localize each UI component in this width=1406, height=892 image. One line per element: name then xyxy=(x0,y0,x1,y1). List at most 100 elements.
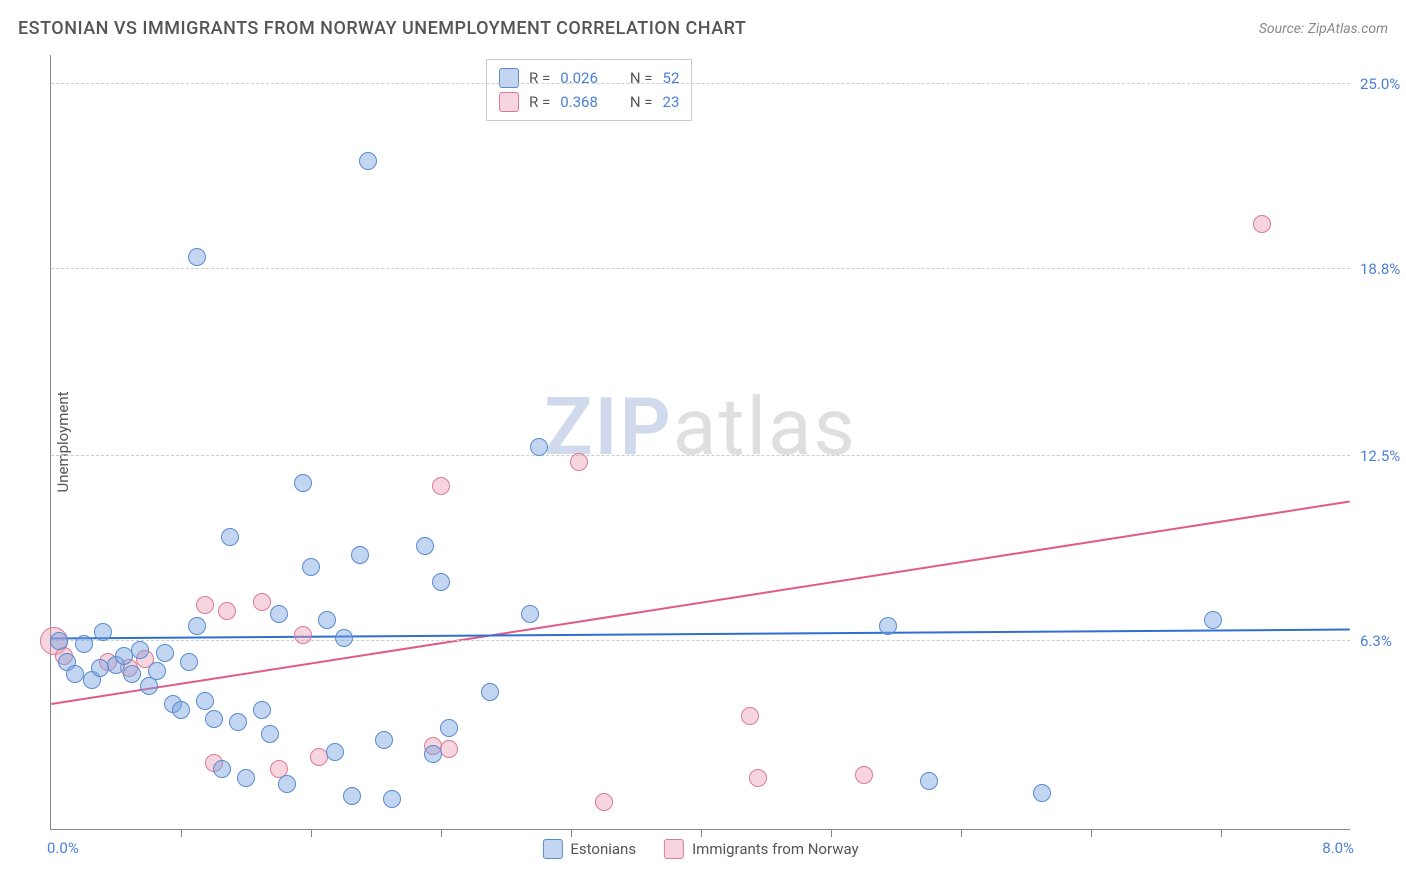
x-tick xyxy=(1221,829,1222,837)
gridline xyxy=(51,455,1350,456)
data-point-norway xyxy=(570,453,588,471)
data-point-estonian xyxy=(530,438,548,456)
data-point-norway xyxy=(749,769,767,787)
data-point-estonian xyxy=(253,701,271,719)
x-tick xyxy=(701,829,702,837)
data-point-estonian xyxy=(213,760,231,778)
y-axis-label: Unemployment xyxy=(54,391,72,492)
legend-item-norway: Immigrants from Norway xyxy=(664,839,859,859)
data-point-estonian xyxy=(180,653,198,671)
n-label: N = xyxy=(630,93,653,111)
data-point-estonian xyxy=(261,725,279,743)
data-point-estonian xyxy=(196,692,214,710)
data-point-norway xyxy=(218,602,236,620)
chart-title: ESTONIAN VS IMMIGRANTS FROM NORWAY UNEMP… xyxy=(18,18,746,39)
watermark: ZIPatlas xyxy=(544,380,857,474)
source-attribution: Source: ZipAtlas.com xyxy=(1259,21,1388,37)
data-point-estonian xyxy=(75,635,93,653)
data-point-norway xyxy=(741,707,759,725)
x-tick xyxy=(831,829,832,837)
data-point-norway xyxy=(855,766,873,784)
trend-line-norway xyxy=(51,502,1349,704)
x-tick xyxy=(311,829,312,837)
data-point-norway xyxy=(253,593,271,611)
legend-label-a: Estonians xyxy=(570,840,636,858)
data-point-estonian xyxy=(188,617,206,635)
x-tick xyxy=(181,829,182,837)
scatter-plot: Unemployment ZIPatlas R = 0.026 N = 52 R = 0.… xyxy=(50,55,1350,830)
data-point-estonian xyxy=(440,719,458,737)
data-point-estonian xyxy=(205,710,223,728)
data-point-estonian xyxy=(335,629,353,647)
y-tick-label: 6.3% xyxy=(1360,632,1406,650)
trend-line-estonian xyxy=(51,630,1349,639)
data-point-norway xyxy=(196,596,214,614)
y-tick-label: 12.5% xyxy=(1360,447,1406,465)
data-point-norway xyxy=(432,477,450,495)
y-tick-label: 18.8% xyxy=(1360,260,1406,278)
legend-stat-row: R = 0.368 N = 23 xyxy=(499,90,679,114)
data-point-estonian xyxy=(432,573,450,591)
r-label: R = xyxy=(529,93,550,111)
data-point-estonian xyxy=(237,769,255,787)
x-tick xyxy=(571,829,572,837)
watermark-zip: ZIP xyxy=(544,380,673,474)
trend-lines xyxy=(51,55,1350,829)
data-point-norway xyxy=(1253,215,1271,233)
x-axis-max-label: 8.0% xyxy=(1322,839,1354,857)
data-point-estonian xyxy=(375,731,393,749)
x-axis-min-label: 0.0% xyxy=(47,839,79,857)
data-point-estonian xyxy=(302,558,320,576)
data-point-norway xyxy=(595,793,613,811)
data-point-estonian xyxy=(156,644,174,662)
data-point-estonian xyxy=(188,248,206,266)
data-point-estonian xyxy=(278,775,296,793)
source-prefix: Source: xyxy=(1259,21,1308,37)
r-value: 0.026 xyxy=(560,69,598,87)
data-point-estonian xyxy=(123,665,141,683)
data-point-estonian xyxy=(172,701,190,719)
data-point-estonian xyxy=(221,528,239,546)
data-point-estonian xyxy=(229,713,247,731)
series-legend: Estonians Immigrants from Norway xyxy=(542,839,858,859)
data-point-estonian xyxy=(424,745,442,763)
data-point-estonian xyxy=(131,641,149,659)
data-point-estonian xyxy=(318,611,336,629)
n-value: 52 xyxy=(663,69,680,87)
data-point-estonian xyxy=(359,152,377,170)
legend-swatch-a xyxy=(542,839,562,859)
data-point-estonian xyxy=(351,546,369,564)
data-point-estonian xyxy=(270,605,288,623)
data-point-estonian xyxy=(326,743,344,761)
x-tick xyxy=(441,829,442,837)
data-point-estonian xyxy=(521,605,539,623)
gridline xyxy=(51,640,1350,641)
legend-swatch-b xyxy=(664,839,684,859)
y-tick-label: 25.0% xyxy=(1360,75,1406,93)
data-point-estonian xyxy=(481,683,499,701)
n-label: N = xyxy=(630,69,653,87)
legend-stat-row: R = 0.026 N = 52 xyxy=(499,66,679,90)
x-tick xyxy=(961,829,962,837)
legend-label-b: Immigrants from Norway xyxy=(692,840,859,858)
legend-swatch xyxy=(499,92,519,112)
data-point-estonian xyxy=(879,617,897,635)
data-point-estonian xyxy=(91,659,109,677)
data-point-estonian xyxy=(1033,784,1051,802)
source-name: ZipAtlas.com xyxy=(1308,21,1388,37)
correlation-legend: R = 0.026 N = 52 R = 0.368 N = 23 xyxy=(486,59,692,121)
x-tick xyxy=(1091,829,1092,837)
r-value: 0.368 xyxy=(560,93,598,111)
data-point-estonian xyxy=(416,537,434,555)
data-point-estonian xyxy=(920,772,938,790)
legend-swatch xyxy=(499,68,519,88)
data-point-estonian xyxy=(94,623,112,641)
r-label: R = xyxy=(529,69,550,87)
data-point-norway xyxy=(440,740,458,758)
data-point-estonian xyxy=(148,662,166,680)
data-point-norway xyxy=(294,626,312,644)
gridline xyxy=(51,268,1350,269)
n-value: 23 xyxy=(663,93,680,111)
watermark-atlas: atlas xyxy=(673,380,857,474)
legend-item-estonians: Estonians xyxy=(542,839,636,859)
